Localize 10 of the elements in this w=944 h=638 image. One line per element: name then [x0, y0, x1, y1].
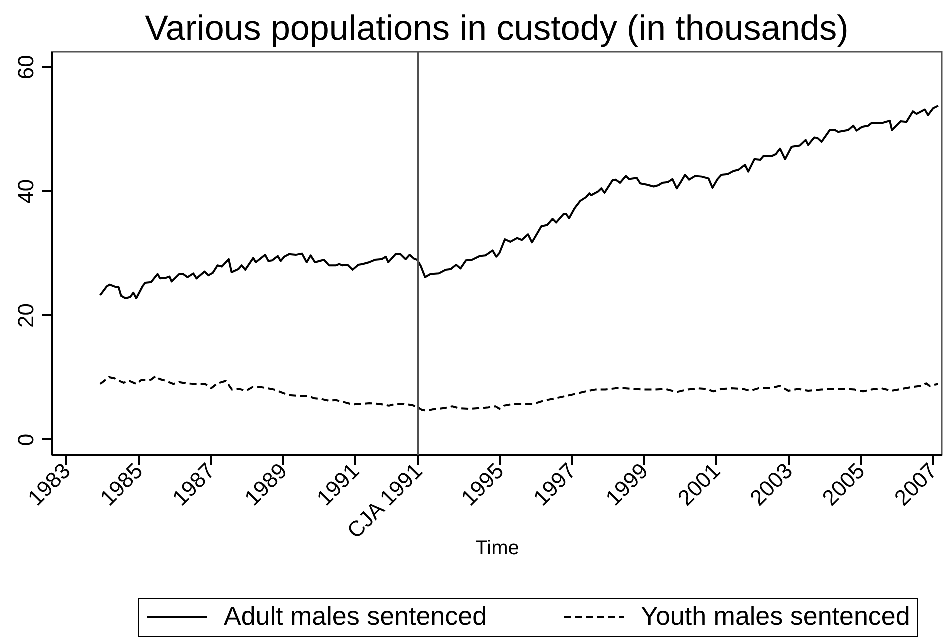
legend-label: Adult males sentenced [224, 601, 488, 631]
line-series [99, 105, 940, 300]
y-tick-label: 60 [14, 55, 38, 80]
x-axis-title: Time [476, 538, 520, 560]
y-tick-label: 20 [14, 304, 38, 328]
line-series [99, 375, 940, 412]
legend-label: Youth males sentenced [641, 601, 910, 631]
y-tick-label: 0 [14, 434, 38, 446]
chart-title: Various populations in custody (in thousands) [145, 9, 849, 48]
y-tick-label: 40 [14, 179, 38, 204]
